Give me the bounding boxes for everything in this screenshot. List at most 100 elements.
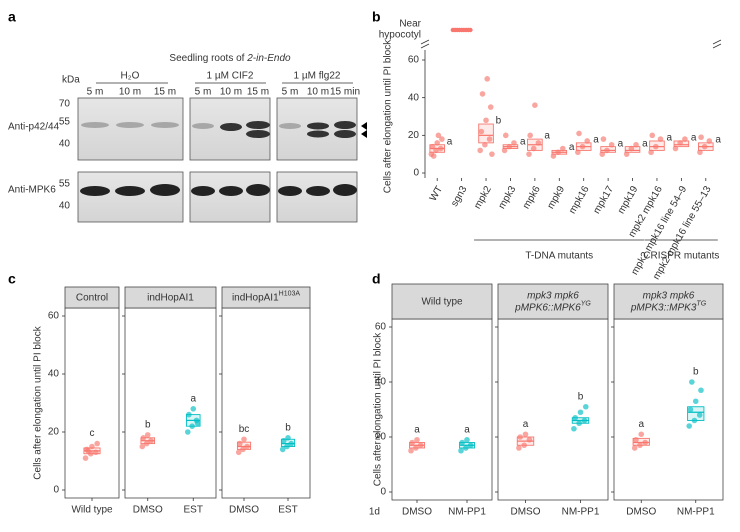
treatment: 1 µM flg22 <box>294 71 341 82</box>
point <box>139 443 146 450</box>
point <box>429 143 436 150</box>
significance-letter: a <box>464 424 470 435</box>
facet-title-text: pMPK6::MPK6 <box>514 302 581 313</box>
point <box>236 440 243 447</box>
near-hypocotyl-point <box>468 27 473 33</box>
x-tick-label: DMSO <box>133 505 163 516</box>
facet-title: indHopAI1 <box>147 292 194 303</box>
timepoint: 5 m <box>195 87 212 98</box>
point <box>686 423 693 429</box>
facet-title: mpk3 mpk6 <box>527 290 579 301</box>
point <box>194 420 201 427</box>
panel-letter: c <box>8 271 16 287</box>
point <box>526 436 533 443</box>
y-tick-label: 20 <box>408 130 420 141</box>
point <box>689 379 695 385</box>
facet-strip <box>124 286 217 309</box>
significance-letter: a <box>691 133 697 144</box>
facet-strip <box>613 283 724 320</box>
point <box>638 431 645 438</box>
significance-letter: a <box>667 133 673 144</box>
point <box>657 136 664 142</box>
point <box>288 440 294 447</box>
point <box>487 104 494 110</box>
point <box>190 406 197 412</box>
point <box>467 442 474 449</box>
point <box>430 153 437 159</box>
marker: 40 <box>59 139 71 150</box>
y-tick-label: 60 <box>48 311 60 322</box>
y-tick-label: 40 <box>408 92 420 103</box>
facet-title-text: pMPK3::MPK3 <box>630 302 697 313</box>
timepoint: 15 m <box>247 87 269 98</box>
panel-letter: a <box>8 9 16 25</box>
point <box>437 145 444 152</box>
x-tick-label: mpk3 <box>497 184 519 211</box>
point <box>464 436 470 443</box>
blot-title: Seedling roots of 2-in-Endo <box>169 53 291 64</box>
point <box>642 439 648 446</box>
marker: 70 <box>59 99 71 110</box>
x-tick-label: mpk17 <box>591 184 616 216</box>
point <box>409 439 416 446</box>
x-tick-label: mpk6 <box>521 184 543 211</box>
point <box>479 91 486 97</box>
y-tick-label: 40 <box>375 377 387 388</box>
facet-title-sup: YG <box>581 300 592 307</box>
significance-letter: a <box>414 424 420 435</box>
x-tick-label: Wild type <box>71 505 113 516</box>
point <box>439 136 445 142</box>
significance-letter: bc <box>239 424 250 435</box>
point <box>535 140 542 146</box>
significance-letter: b <box>578 391 584 402</box>
top-label: Near <box>399 19 421 30</box>
point <box>581 417 588 424</box>
facet-title-text: mpk3 mpk6 <box>527 290 579 301</box>
x-tick-label: DMSO <box>229 505 259 516</box>
blots <box>77 97 367 223</box>
panel-frame <box>497 318 609 501</box>
point <box>579 143 586 150</box>
point <box>530 145 537 152</box>
significance-letter: b <box>285 422 291 433</box>
point <box>279 446 286 453</box>
point <box>631 445 638 451</box>
x-tick-label: EST <box>184 505 203 516</box>
point <box>483 117 489 124</box>
point <box>652 143 659 150</box>
point <box>89 443 95 450</box>
point <box>280 437 287 444</box>
x-tick-label: sgn3 <box>449 184 470 209</box>
marker: 55 <box>59 117 71 128</box>
x-tick-label: NM-PP1 <box>562 507 600 518</box>
significance-letter: a <box>638 419 644 430</box>
facet-title: pMPK3::MPK3TG <box>630 300 707 313</box>
point <box>285 435 291 441</box>
point <box>682 136 688 142</box>
x-tick-label: NM-PP1 <box>448 507 486 518</box>
facet-strip <box>64 286 120 309</box>
point <box>701 143 708 150</box>
point <box>550 153 557 159</box>
point <box>576 420 582 427</box>
significance-letter: b <box>496 116 502 127</box>
x-tick-label: WT <box>428 184 445 203</box>
significance-letter: a <box>569 142 575 153</box>
point <box>526 151 532 157</box>
significance-letter: a <box>520 136 526 147</box>
significance-letter: b <box>145 420 151 431</box>
point <box>414 436 420 443</box>
timepoint: 5 m <box>282 87 299 98</box>
facet-strip <box>391 283 493 320</box>
title-text: Seedling roots of <box>169 53 247 64</box>
title-italic: 2-in-Endo <box>246 53 291 64</box>
significance-letter: a <box>715 135 721 146</box>
y-tick-label: 0 <box>380 487 386 498</box>
point <box>600 136 607 142</box>
point <box>577 409 584 416</box>
y-tick-label: 20 <box>375 432 387 443</box>
point <box>413 445 419 451</box>
x-tick-label: NM-PP1 <box>677 507 715 518</box>
group-label: CRISPR mutants <box>643 251 719 262</box>
